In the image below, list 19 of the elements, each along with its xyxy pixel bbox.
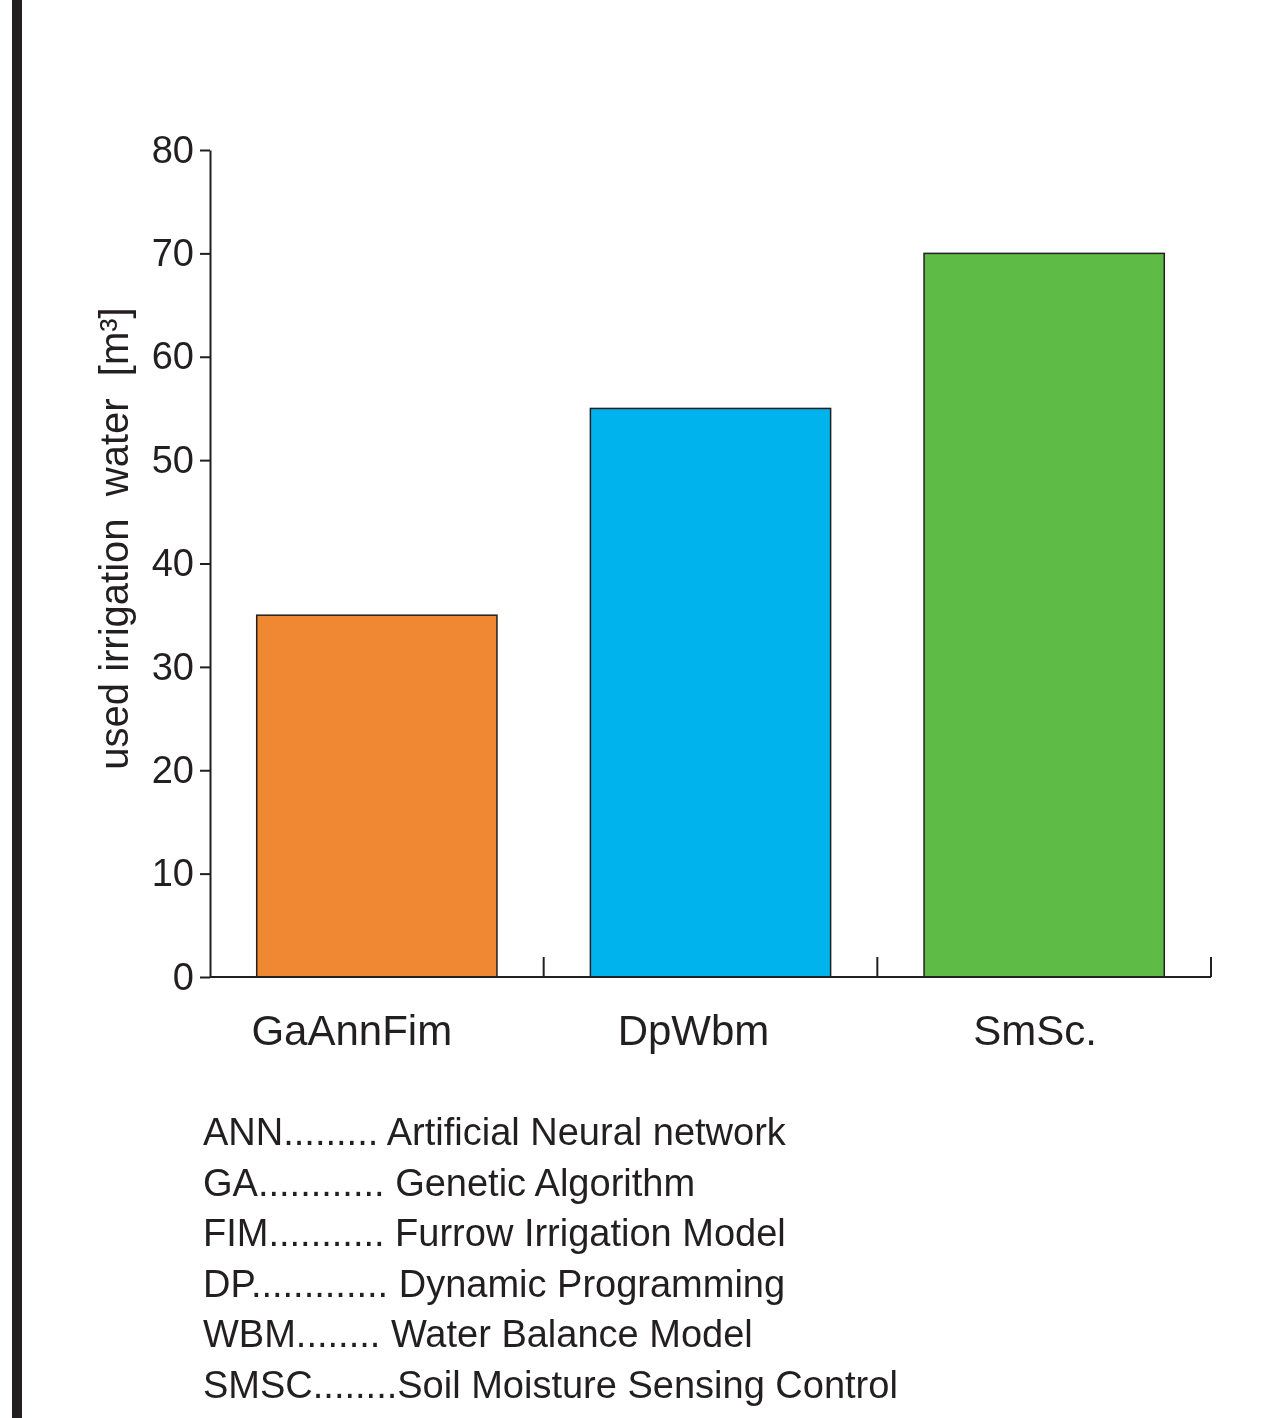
- text: DP............. Dynamic Programming: [203, 1262, 786, 1305]
- x-tick-label: GaAnnFim: [251, 1007, 453, 1054]
- text: FIM........... Furrow Irrigation Model: [203, 1212, 786, 1254]
- y-tick-label: 0: [172, 955, 194, 998]
- y-tick-label: 20: [151, 748, 194, 791]
- y-tick-label: 70: [151, 232, 194, 275]
- text: ANN......... Artificial Neural network: [203, 1111, 787, 1153]
- y-tick-label: 60: [151, 335, 194, 378]
- y-tick-label: 30: [151, 645, 194, 688]
- y-tick-label: 50: [151, 438, 194, 481]
- text: SMSC........Soil Moisture Sensing Control: [203, 1363, 898, 1406]
- text: GA............ Genetic Algorithm: [203, 1161, 696, 1204]
- y-tick-label: 40: [151, 542, 194, 585]
- text: WBM........ Water Balance Model: [203, 1313, 753, 1355]
- y-tick-label: 10: [151, 852, 194, 895]
- x-tick-label: DpWbm: [617, 1007, 770, 1054]
- x-tick-label: SmSc.: [973, 1007, 1098, 1054]
- y-axis-title: used irrigation water [m³]: [92, 307, 136, 770]
- y-tick-label: 80: [151, 128, 194, 171]
